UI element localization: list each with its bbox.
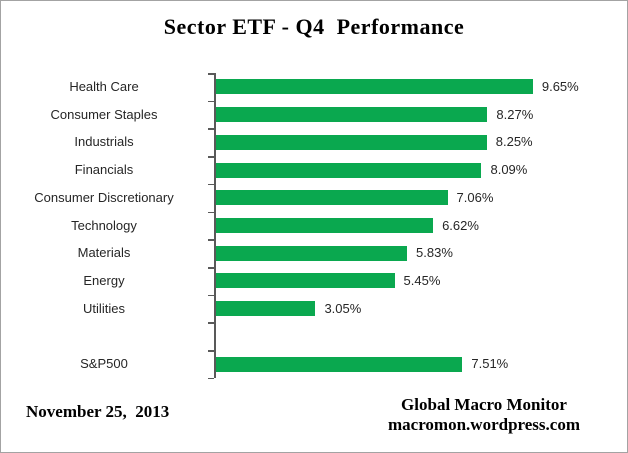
bar <box>215 190 448 206</box>
bar <box>215 245 408 261</box>
axis-tick <box>208 322 214 324</box>
category-label: Financials <box>74 162 134 178</box>
bar <box>215 107 488 123</box>
value-label: 3.05% <box>324 300 362 316</box>
value-label: 8.09% <box>490 162 528 178</box>
category-label: Consumer Discretionary <box>34 189 174 205</box>
bar <box>215 217 434 233</box>
axis-tick <box>208 100 214 103</box>
axis-tick <box>208 128 214 130</box>
axis-tick <box>208 294 214 297</box>
value-label: 7.51% <box>471 356 509 372</box>
category-label: Industrials <box>74 134 134 150</box>
bar <box>215 273 395 289</box>
credit-line-1: Global Macro Monitor <box>401 395 567 414</box>
category-label: Technology <box>71 217 137 233</box>
value-label: 5.83% <box>416 245 453 261</box>
footer-date: November 25, 2013 <box>26 402 170 421</box>
category-label: Materials <box>77 245 131 261</box>
axis-tick <box>208 350 214 352</box>
bar <box>215 301 316 317</box>
category-label: Consumer Staples <box>50 106 158 122</box>
bar <box>215 134 487 150</box>
category-label: Utilities <box>83 300 125 316</box>
axis-tick <box>208 211 214 214</box>
axis-tick <box>208 267 214 269</box>
value-label: 8.25% <box>495 134 533 150</box>
axis-tick <box>208 156 214 158</box>
axis-tick <box>208 73 214 75</box>
category-label: Energy <box>83 273 125 289</box>
axis-tick <box>208 183 214 186</box>
value-label: 9.65% <box>541 79 579 94</box>
value-label: 5.45% <box>403 273 441 289</box>
value-label: 8.27% <box>496 106 534 122</box>
bar <box>215 79 533 95</box>
footer-credit: Global Macro Monitor macromon.wordpress.… <box>379 395 589 435</box>
bar <box>215 162 482 178</box>
value-label: 6.62% <box>442 217 479 233</box>
category-label: Health Care <box>69 79 139 94</box>
category-axis-line <box>214 73 216 378</box>
axis-tick <box>208 377 214 380</box>
chart-title: Sector ETF - Q4 Performance <box>163 14 465 39</box>
credit-line-2: macromon.wordpress.com <box>387 415 580 435</box>
value-label: 7.06% <box>456 189 494 205</box>
category-label: S&P500 <box>80 356 128 372</box>
axis-tick <box>208 239 214 241</box>
bar <box>215 356 463 372</box>
